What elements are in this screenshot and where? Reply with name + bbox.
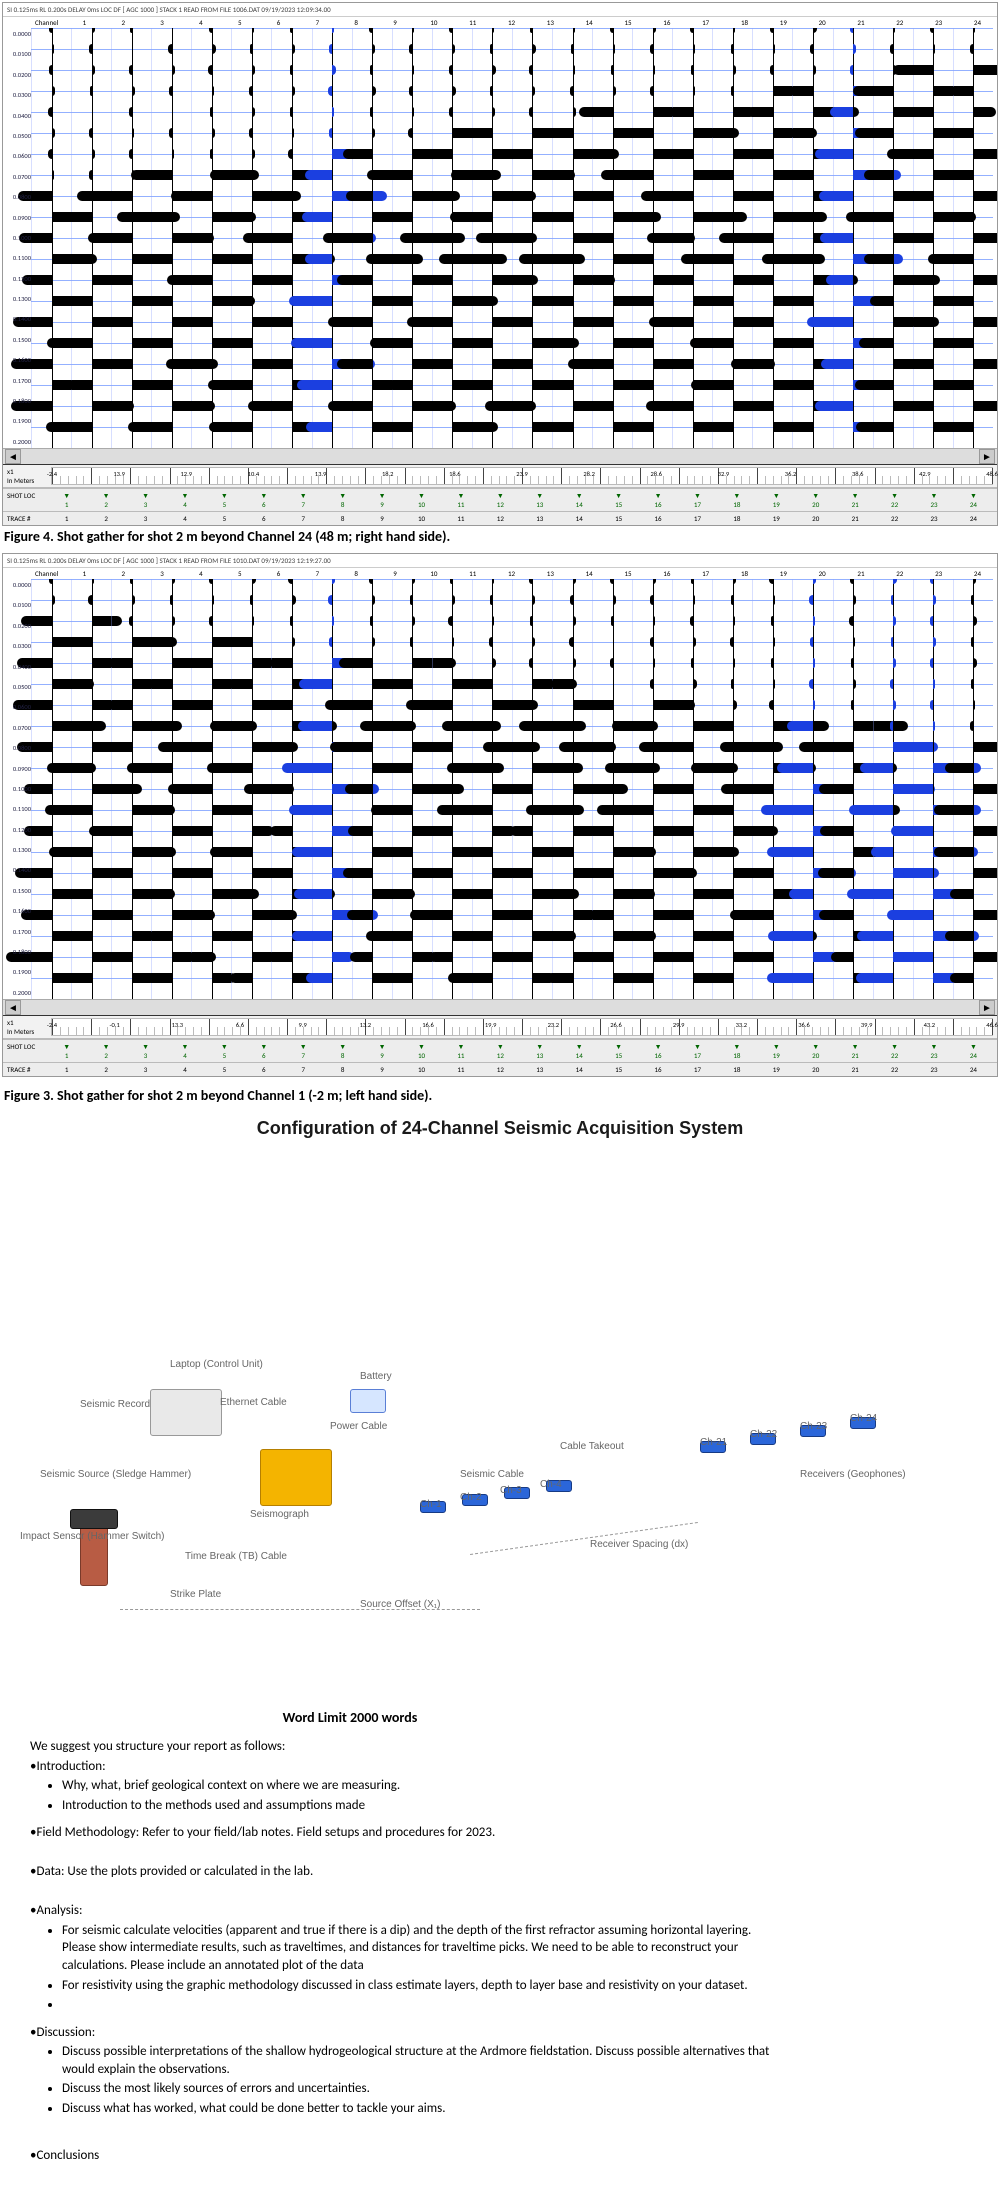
fig3-scrollbar[interactable]: ◄► (3, 999, 997, 1015)
fig3-trace-area: 0.00000.01000.02000.03000.04000.05000.06… (3, 579, 997, 999)
report-conclusions: •Conclusions (30, 2147, 770, 2165)
fig4-shotloc-row: SHOT LOC▼1▼2▼3▼4▼5▼6▼7▼8▼9▼10▼11▼12▼13▼1… (3, 488, 997, 511)
report-intro-head: •Introduction: (30, 1758, 770, 1776)
report-item: Introduction to the methods used and ass… (62, 1797, 770, 1815)
fig3-caption: Figure 3. Shot gather for shot 2 m beyon… (0, 1087, 1000, 1104)
report-item: For resistivity using the graphic method… (62, 1977, 770, 1995)
fig4-caption: Figure 4. Shot gather for shot 2 m beyon… (0, 528, 1000, 545)
diagram-label: Battery (360, 1371, 392, 1382)
report-analysis-head: •Analysis: (30, 1902, 770, 1920)
report-item: Discuss the most likely sources of error… (62, 2080, 770, 2098)
report-item: Why, what, brief geological context on w… (62, 1777, 770, 1795)
fig3-trace-row: TRACE #123456789101112131415161718192021… (3, 1062, 997, 1076)
diagram-label: Time Break (TB) Cable (185, 1551, 287, 1562)
diagram-label: Laptop (Control Unit) (170, 1359, 263, 1370)
diagram-label: Ch-22 (750, 1429, 777, 1440)
diagram-label: Receiver Spacing (dx) (590, 1539, 688, 1550)
diagram-label: Source Offset (X₁) (360, 1599, 440, 1610)
fig3-seismic-panel: SI 0.125ms RL 0.200s DELAY 0ms LOC DF [ … (2, 553, 998, 1077)
fig4-channel-row: Channel123456789101112131415161718192021… (3, 17, 997, 28)
diagram-label: Power Cable (330, 1421, 387, 1432)
diagram-label: Strike Plate (170, 1589, 221, 1600)
fig4-trace-area: 0.00000.01000.02000.03000.04000.05000.06… (3, 28, 997, 448)
diagram-label: Cable Takeout (560, 1441, 624, 1452)
diagram-label: Seismograph (250, 1509, 309, 1520)
fig4-trace-row: TRACE #123456789101112131415161718192021… (3, 511, 997, 525)
report-discussion-head: •Discussion: (30, 2024, 770, 2042)
diagram-label: Seismic Cable (460, 1469, 524, 1480)
fig3-shotloc-row: SHOT LOC▼1▼2▼3▼4▼5▼6▼7▼8▼9▼10▼11▼12▼13▼1… (3, 1039, 997, 1062)
fig3-header: SI 0.125ms RL 0.200s DELAY 0ms LOC DF [ … (3, 554, 997, 568)
diagram-label: Seismic Record (80, 1399, 150, 1410)
report-item: Discuss possible interpretations of the … (62, 2043, 770, 2078)
diagram-label: Ethernet Cable (220, 1397, 287, 1408)
diagram-label: Impact Sensor (Hammer Switch) (20, 1531, 164, 1542)
report-lead: We suggest you structure your report as … (30, 1738, 770, 1756)
diagram-label: Ch-4 (540, 1479, 562, 1490)
fig3-channel-row: Channel123456789101112131415161718192021… (3, 568, 997, 579)
fig3-ruler: x1In Meters -2.4-0.113.36.69.913.216.619… (3, 1016, 997, 1039)
report-instructions: We suggest you structure your report as … (0, 1738, 800, 2206)
diagram-label: Ch-24 (850, 1413, 877, 1424)
report-item (62, 1996, 770, 2014)
diagram-label: Ch-21 (700, 1437, 727, 1448)
fig4-scrollbar[interactable]: ◄► (3, 448, 997, 464)
acquisition-diagram: Laptop (Control Unit) Seismic Record Ether… (0, 1359, 1000, 1659)
word-limit: Word Limit 2000 words (200, 1709, 500, 1726)
report-field-method: •Field Methodology: Refer to your field/… (30, 1824, 770, 1842)
report-item: For seismic calculate velocities (appare… (62, 1922, 770, 1975)
fig4-seismic-panel: SI 0.125ms RL 0.200s DELAY 0ms LOC DF [ … (2, 2, 998, 526)
diagram-label: Seismic Source (Sledge Hammer) (40, 1469, 191, 1480)
diagram-label: Ch-3 (500, 1485, 522, 1496)
report-item: Discuss what has worked, what could be d… (62, 2100, 770, 2118)
diagram-label: Receivers (Geophones) (800, 1469, 906, 1480)
fig4-header: SI 0.125ms RL 0.200s DELAY 0ms LOC DF [ … (3, 3, 997, 17)
diagram-title: Configuration of 24-Channel Seismic Acqu… (0, 1118, 1000, 1139)
diagram-label: Ch-1 (420, 1499, 442, 1510)
fig4-ruler: x1In Meters -2.413.912.910.413.918.218.6… (3, 465, 997, 488)
report-data: •Data: Use the plots provided or calcula… (30, 1863, 770, 1881)
diagram-label: Ch-2 (460, 1492, 482, 1503)
diagram-label: Ch-23 (800, 1421, 827, 1432)
